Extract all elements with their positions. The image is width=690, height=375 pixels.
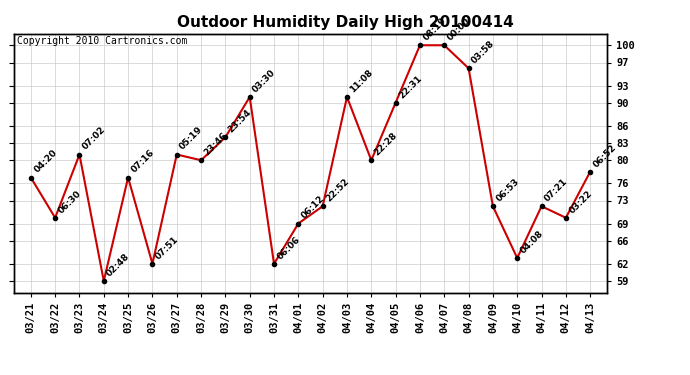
Text: Copyright 2010 Cartronics.com: Copyright 2010 Cartronics.com	[17, 36, 187, 46]
Text: 06:12: 06:12	[299, 194, 326, 221]
Text: 03:22: 03:22	[567, 189, 594, 215]
Text: 04:08: 04:08	[519, 229, 545, 255]
Text: 08:19: 08:19	[422, 16, 448, 42]
Text: 07:02: 07:02	[81, 125, 108, 152]
Text: 03:58: 03:58	[470, 39, 497, 66]
Text: 23:46: 23:46	[202, 131, 229, 158]
Text: 07:16: 07:16	[130, 148, 156, 175]
Text: Outdoor Humidity Daily High 20100414: Outdoor Humidity Daily High 20100414	[177, 15, 513, 30]
Text: 05:19: 05:19	[178, 125, 205, 152]
Text: 06:30: 06:30	[57, 189, 83, 215]
Text: 03:30: 03:30	[251, 68, 277, 94]
Text: 00:00: 00:00	[446, 16, 472, 42]
Text: 02:48: 02:48	[105, 252, 132, 278]
Text: 06:53: 06:53	[494, 177, 521, 204]
Text: 06:06: 06:06	[275, 234, 302, 261]
Text: 07:51: 07:51	[154, 234, 180, 261]
Text: 07:21: 07:21	[543, 177, 569, 204]
Text: 11:08: 11:08	[348, 68, 375, 94]
Text: 06:52: 06:52	[591, 142, 618, 169]
Text: 22:31: 22:31	[397, 74, 424, 100]
Text: 23:54: 23:54	[227, 108, 253, 135]
Text: 04:20: 04:20	[32, 148, 59, 175]
Text: 22:52: 22:52	[324, 177, 351, 204]
Text: 22:28: 22:28	[373, 131, 400, 158]
